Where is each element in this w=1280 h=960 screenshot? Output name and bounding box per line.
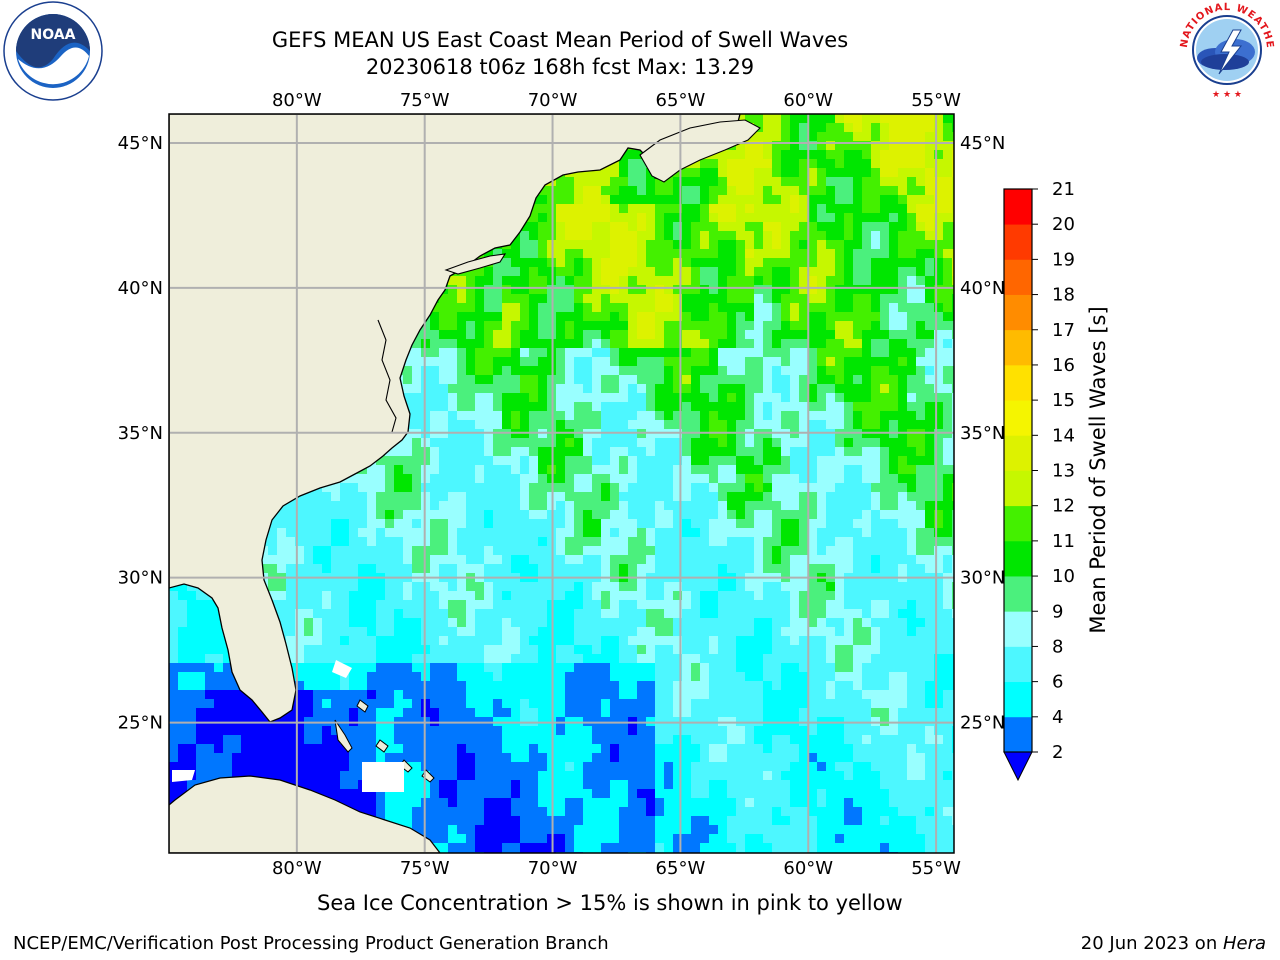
svg-text:★ ★ ★: ★ ★ ★: [1212, 90, 1242, 100]
colorbar-bin: [1004, 224, 1032, 260]
lon-tick-top: 60°W: [783, 90, 833, 111]
colorbar-tick-label: 17: [1052, 320, 1075, 341]
landmass-layer: [169, 114, 761, 853]
colorbar-bin: [1004, 611, 1032, 647]
lat-tick-left: 45°N: [118, 133, 163, 154]
white-no-data-area: [172, 660, 404, 792]
colorbar-bin: [1004, 189, 1032, 225]
colorbar-tick-label: 2: [1052, 742, 1063, 763]
colorbar-bin: [1004, 716, 1032, 753]
colorbar-tick-label: 8: [1052, 636, 1063, 657]
north-america-land: [169, 114, 741, 723]
lat-tick-right: 45°N: [960, 133, 1005, 154]
colorbar-label: Mean Period of Swell Waves [s]: [1086, 306, 1110, 633]
colorbar-bin: [1004, 329, 1032, 366]
lon-tick-bottom: 55°W: [911, 858, 961, 879]
lat-tick-left: 30°N: [118, 568, 163, 589]
colorbar: 2 4 6 8 9 10 11 12 13 14 15 16 17 18 19 20 21: [1003, 179, 1075, 782]
colorbar-tick-label: 4: [1052, 707, 1063, 728]
chart-subtitle: 20230618 t06z 168h fcst Max: 13.29: [365, 55, 755, 79]
lat-tick-right: 40°N: [960, 278, 1005, 299]
colorbar-tick-label: 18: [1052, 285, 1075, 306]
colorbar-bin: [1004, 259, 1032, 295]
colorbar-tick-label: 9: [1052, 601, 1063, 622]
lon-tick-bottom: 75°W: [400, 858, 450, 879]
cuba-island: [169, 775, 441, 853]
lon-tick-top: 55°W: [911, 90, 961, 111]
footer-date: 20 Jun 2023 on Hera: [1081, 933, 1266, 954]
lon-tick-bottom: 65°W: [656, 858, 706, 879]
lon-tick-top: 65°W: [656, 90, 706, 111]
lon-tick-bottom: 60°W: [783, 858, 833, 879]
colorbar-bin: [1004, 646, 1032, 683]
lon-tick-top: 80°W: [272, 90, 322, 111]
colorbar-tick-label: 15: [1052, 390, 1075, 411]
colorbar-bin: [1004, 681, 1032, 718]
colorbar-bin: [1004, 576, 1032, 612]
lat-tick-right: 35°N: [960, 423, 1005, 444]
lon-tick-top: 75°W: [400, 90, 450, 111]
colorbar-bin: [1004, 435, 1032, 471]
lat-tick-right: 25°N: [960, 713, 1005, 734]
long-island: [444, 253, 507, 275]
colorbar-tick-label: 10: [1052, 566, 1075, 587]
footer-host: Hera: [1222, 933, 1266, 954]
colorbar-bin: [1004, 364, 1032, 401]
chesapeake-bay: [377, 319, 397, 433]
colorbar-extend-min: [1003, 751, 1033, 782]
sea-ice-note: Sea Ice Concentration > 15% is shown in …: [317, 891, 903, 915]
lon-tick-bottom: 70°W: [528, 858, 578, 879]
footer-credit: NCEP/EMC/Verification Post Processing Pr…: [13, 933, 609, 954]
lat-tick-left: 40°N: [118, 278, 163, 299]
nova-scotia: [639, 119, 761, 183]
colorbar-tick-label: 20: [1052, 214, 1075, 235]
noaa-logo-text: NOAA: [31, 27, 76, 43]
colorbar-tick-label: 14: [1052, 425, 1075, 446]
colorbar-tick-label: 11: [1052, 531, 1075, 552]
colorbar-bin: [1004, 470, 1032, 507]
colorbar-bin: [1004, 505, 1032, 542]
colorbar-bin: [1004, 400, 1032, 436]
nws-logo: NATIONAL WEATHER SERVICE ★ ★ ★: [1175, 0, 1276, 100]
colorbar-tick-label: 6: [1052, 672, 1063, 693]
footer-date-text: 20 Jun 2023 on: [1080, 933, 1223, 954]
colorbar-tick-label: 21: [1052, 179, 1075, 200]
colorbar-tick-label: 12: [1052, 496, 1075, 517]
chart-title: GEFS MEAN US East Coast Mean Period of S…: [271, 28, 849, 52]
lat-tick-left: 35°N: [118, 423, 163, 444]
colorbar-tick-label: 16: [1052, 355, 1075, 376]
lat-tick-right: 30°N: [960, 568, 1005, 589]
colorbar-bin: [1004, 294, 1032, 331]
colorbar-tick-label: 13: [1052, 461, 1075, 482]
map-gridlines: [169, 114, 954, 853]
colorbar-tick-label: 19: [1052, 249, 1075, 270]
colorbar-bin: [1004, 540, 1032, 577]
lat-tick-left: 25°N: [118, 713, 163, 734]
lon-tick-top: 70°W: [528, 90, 578, 111]
map-frame: [168, 113, 955, 854]
noaa-logo: NOAA: [3, 1, 103, 101]
lon-tick-bottom: 80°W: [272, 858, 322, 879]
